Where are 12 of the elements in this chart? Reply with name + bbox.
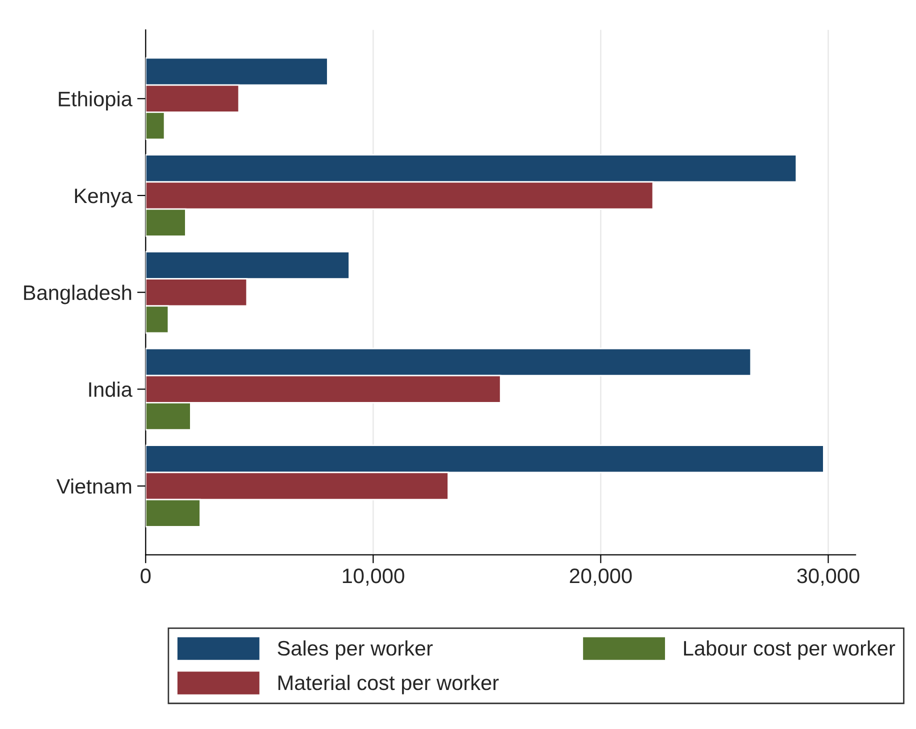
legend-label: Material cost per worker (278, 674, 499, 694)
legend-label: Sales per worker (278, 640, 433, 660)
y-tick-label: Ethiopia (58, 91, 132, 111)
y-tick-label: Vietnam (56, 478, 132, 494)
legend-label: Labour cost per worker (684, 640, 896, 660)
x-tick-label: 0 (140, 568, 151, 584)
x-tick-label: 20,000 (570, 568, 632, 586)
y-tick-label: Kenya (75, 188, 132, 208)
y-tick-label: India (89, 382, 132, 397)
y-tick-label: Bangladesh (24, 284, 132, 304)
x-tick-label: 10,000 (342, 568, 404, 586)
x-tick-label: 30,000 (797, 568, 860, 586)
